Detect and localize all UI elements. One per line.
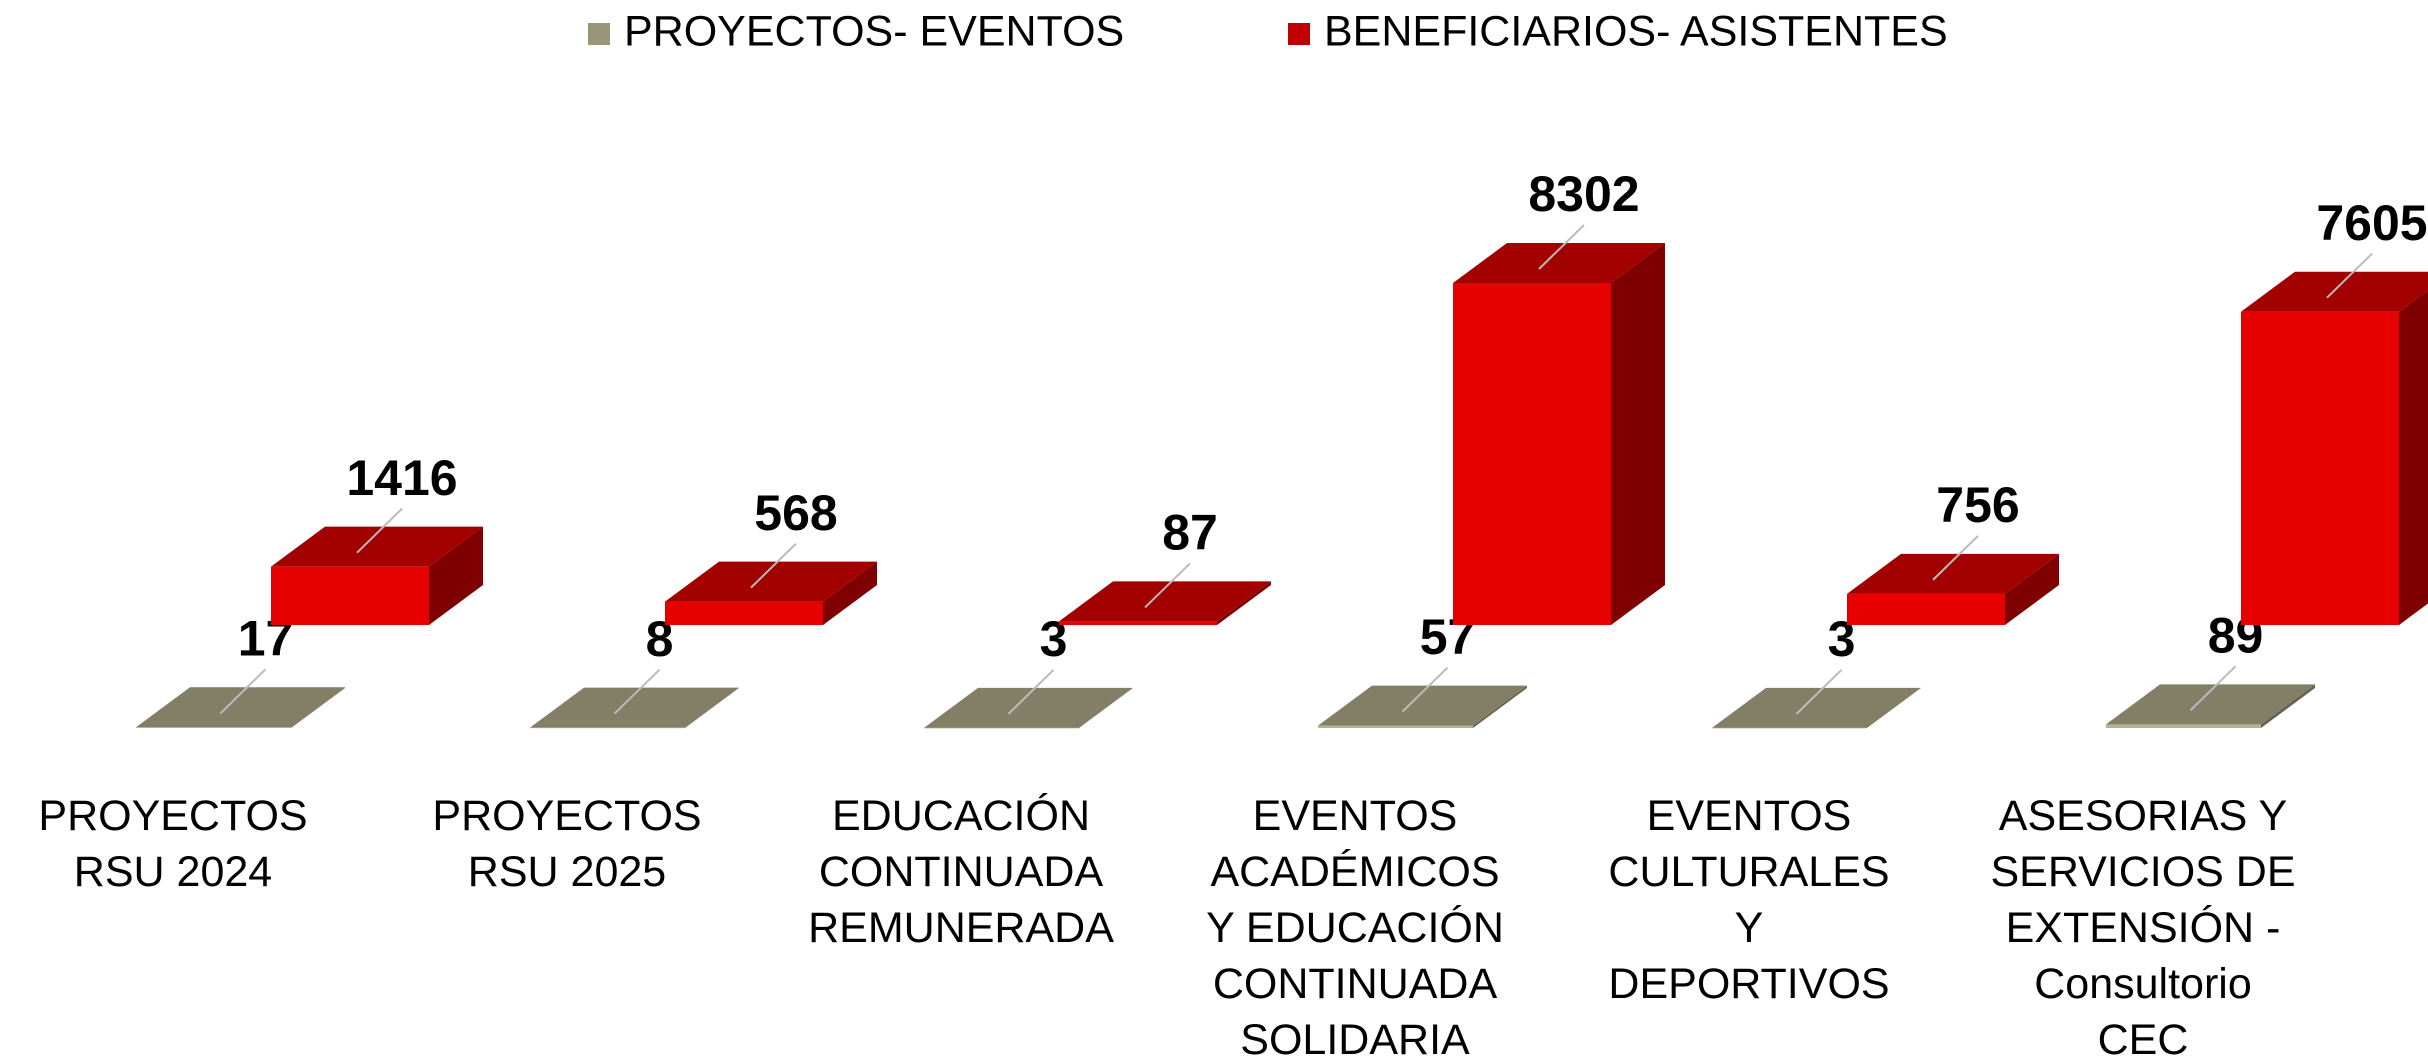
bar	[1712, 687, 1921, 729]
bar-front	[1318, 725, 1473, 728]
bar-front	[530, 727, 685, 729]
bar	[2241, 271, 2428, 625]
bar-front	[1059, 621, 1217, 625]
bar-top	[1453, 243, 1665, 283]
x-tick-label: PROYECTOS RSU 2025	[432, 792, 702, 896]
bar	[1453, 243, 1665, 625]
leader-line	[750, 542, 797, 589]
value-label: 1416	[346, 450, 457, 506]
x-tick-label: EVENTOS ACADÉMICOS Y EDUCACIÓN CONTINUAD…	[1206, 792, 1504, 1059]
bar	[2106, 684, 2315, 728]
bar-side	[1611, 243, 1665, 625]
bar-top	[1712, 687, 1921, 728]
leader-line	[1144, 562, 1191, 609]
legend-label: BENEFICIARIOS- ASISTENTES	[1324, 7, 1948, 55]
leader-line	[219, 668, 267, 715]
bar-front	[271, 566, 429, 625]
bar	[271, 526, 483, 625]
bar-front	[2241, 311, 2399, 625]
leader-line	[1795, 669, 1843, 715]
leader-line	[613, 668, 661, 715]
bar	[1847, 553, 2059, 625]
bar	[924, 687, 1133, 729]
bar	[1059, 581, 1271, 625]
bar-front	[136, 727, 291, 728]
bar	[530, 687, 739, 729]
leader-line	[1401, 666, 1449, 713]
bar-front	[1712, 727, 1867, 729]
bar-side	[429, 526, 483, 625]
bar-side	[823, 561, 877, 625]
value-label: 87	[1162, 505, 1218, 561]
bar-side	[1079, 687, 1133, 728]
value-label: 8302	[1528, 166, 1639, 222]
leader-line	[2189, 665, 2237, 712]
leader-line	[1538, 224, 1585, 270]
bar-top	[2106, 684, 2315, 725]
bar-front	[924, 727, 1079, 729]
bar-front	[665, 601, 823, 625]
bar-side	[1217, 581, 1271, 625]
bar-side	[2005, 553, 2059, 625]
bar-top	[924, 687, 1133, 728]
x-tick-label: ASESORIAS Y SERVICIOS DE EXTENSIÓN - Con…	[1990, 792, 2296, 1059]
leader-line	[356, 507, 403, 554]
bar-top	[271, 526, 483, 567]
bar-side	[2399, 290, 2428, 625]
bar-side	[2261, 684, 2315, 728]
bar-top	[1847, 553, 2059, 594]
bar-top	[665, 561, 877, 602]
leader-line	[2326, 252, 2373, 299]
bar-top	[1318, 685, 1527, 726]
bar-front	[1847, 593, 2005, 625]
x-tick-label: EVENTOS CULTURALES Y DEPORTIVOS	[1608, 792, 1890, 1008]
bar-front	[1453, 283, 1611, 625]
legend-label: PROYECTOS- EVENTOS	[624, 7, 1124, 55]
bar-top	[530, 687, 739, 728]
bar	[665, 561, 877, 625]
bar-side	[1867, 687, 1921, 728]
legend-swatch	[588, 23, 610, 45]
value-label: 756	[1936, 477, 2019, 533]
x-tick-label: EDUCACIÓN CONTINUADA REMUNERADA	[808, 792, 1114, 952]
legend-swatch	[1288, 23, 1310, 45]
leader-line	[1007, 669, 1055, 715]
bar-side	[1473, 685, 1527, 728]
bar	[136, 687, 345, 728]
bar	[1318, 685, 1527, 728]
bar-top	[1059, 581, 1271, 622]
bar-front	[2106, 724, 2261, 728]
x-tick-label: PROYECTOS RSU 2024	[38, 792, 308, 896]
value-label: 568	[754, 485, 837, 541]
leader-line	[1932, 535, 1979, 581]
value-label: 7605	[2316, 195, 2427, 251]
bar-side	[685, 687, 739, 728]
bar-side	[291, 687, 345, 728]
bar-top	[136, 687, 345, 728]
